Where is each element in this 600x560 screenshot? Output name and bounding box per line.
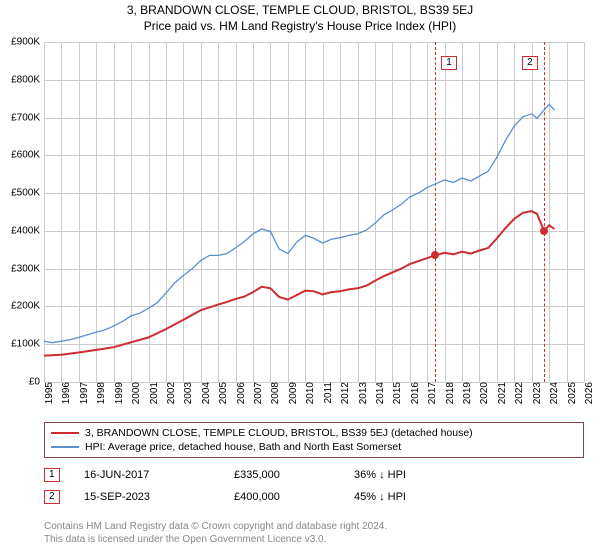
- x-axis-label: 2011: [319, 382, 334, 404]
- y-axis-label: £100K: [11, 339, 44, 350]
- sale-badge: 2: [44, 490, 60, 504]
- sale-price: £400,000: [234, 491, 354, 503]
- legend-row: 3, BRANDOWN CLOSE, TEMPLE CLOUD, BRISTOL…: [51, 426, 577, 440]
- y-axis-label: £200K: [11, 301, 44, 312]
- x-axis-label: 2023: [528, 382, 543, 404]
- x-axis-label: 1995: [40, 382, 55, 404]
- y-axis-label: £500K: [11, 188, 44, 199]
- x-axis-label: 2024: [545, 382, 560, 404]
- x-axis-label: 2013: [354, 382, 369, 404]
- x-axis-label: 2009: [284, 382, 299, 404]
- x-axis-label: 2019: [458, 382, 473, 404]
- x-axis-label: 2014: [371, 382, 386, 404]
- x-axis-label: 1996: [57, 382, 72, 404]
- chart-lines-svg: [44, 42, 584, 382]
- legend-box: 3, BRANDOWN CLOSE, TEMPLE CLOUD, BRISTOL…: [44, 422, 584, 458]
- sale-hpi-delta: 36% ↓ HPI: [354, 469, 584, 481]
- legend-swatch: [51, 432, 79, 434]
- legend-row: HPI: Average price, detached house, Bath…: [51, 440, 577, 454]
- sale-price: £335,000: [234, 469, 354, 481]
- y-axis-label: £900K: [11, 37, 44, 48]
- sale-hpi-delta: 45% ↓ HPI: [354, 491, 584, 503]
- legend-label: 3, BRANDOWN CLOSE, TEMPLE CLOUD, BRISTOL…: [85, 427, 473, 439]
- chart-title: 3, BRANDOWN CLOSE, TEMPLE CLOUD, BRISTOL…: [0, 3, 600, 17]
- x-axis-label: 2016: [406, 382, 421, 404]
- sale-badge: 1: [44, 468, 60, 482]
- x-axis-label: 2012: [336, 382, 351, 404]
- series-line-hpi: [44, 104, 554, 342]
- x-axis-label: 2002: [162, 382, 177, 404]
- x-axis-label: 2005: [214, 382, 229, 404]
- x-axis-label: 2022: [510, 382, 525, 404]
- x-axis-label: 2018: [441, 382, 456, 404]
- x-axis-label: 2026: [580, 382, 595, 404]
- x-axis-label: 2025: [563, 382, 578, 404]
- legend-swatch: [51, 446, 79, 448]
- chart-container: 3, BRANDOWN CLOSE, TEMPLE CLOUD, BRISTOL…: [0, 0, 600, 560]
- x-axis-label: 1999: [110, 382, 125, 404]
- sale-row: 2 15-SEP-2023£400,00045% ↓ HPI: [44, 486, 584, 508]
- y-axis-label: £300K: [11, 263, 44, 274]
- y-axis-label: £800K: [11, 74, 44, 85]
- y-axis-label: £400K: [11, 225, 44, 236]
- x-axis-label: 2000: [127, 382, 142, 404]
- x-axis-label: 2007: [249, 382, 264, 404]
- x-axis-label: 2017: [423, 382, 438, 404]
- legend-label: HPI: Average price, detached house, Bath…: [85, 441, 401, 453]
- x-axis-label: 2021: [493, 382, 508, 404]
- x-axis-label: 2006: [232, 382, 247, 404]
- x-axis-label: 2015: [388, 382, 403, 404]
- x-axis-label: 2010: [301, 382, 316, 404]
- x-axis-label: 1998: [92, 382, 107, 404]
- x-axis-label: 2003: [179, 382, 194, 404]
- gridline-vertical: [584, 42, 585, 382]
- series-line-property: [44, 211, 554, 355]
- x-axis-label: 2020: [475, 382, 490, 404]
- y-axis-label: £700K: [11, 112, 44, 123]
- x-axis-label: 2001: [145, 382, 160, 404]
- y-axis-label: £600K: [11, 150, 44, 161]
- x-axis-label: 2004: [197, 382, 212, 404]
- sale-date: 16-JUN-2017: [84, 469, 234, 481]
- footer-line-1: Contains HM Land Registry data © Crown c…: [44, 521, 387, 532]
- title-block: 3, BRANDOWN CLOSE, TEMPLE CLOUD, BRISTOL…: [0, 0, 600, 33]
- sale-row: 1 16-JUN-2017£335,00036% ↓ HPI: [44, 464, 584, 486]
- x-axis-label: 1997: [75, 382, 90, 404]
- footer-line-2: This data is licensed under the Open Gov…: [44, 534, 326, 545]
- chart-subtitle: Price paid vs. HM Land Registry's House …: [0, 19, 600, 33]
- x-axis-label: 2008: [266, 382, 281, 404]
- sale-date: 15-SEP-2023: [84, 491, 234, 503]
- sales-table: 1 16-JUN-2017£335,00036% ↓ HPI 2 15-SEP-202…: [44, 464, 584, 508]
- chart-plot-area: £0£100K£200K£300K£400K£500K£600K£700K£80…: [44, 42, 584, 382]
- footer-attribution: Contains HM Land Registry data © Crown c…: [44, 520, 584, 546]
